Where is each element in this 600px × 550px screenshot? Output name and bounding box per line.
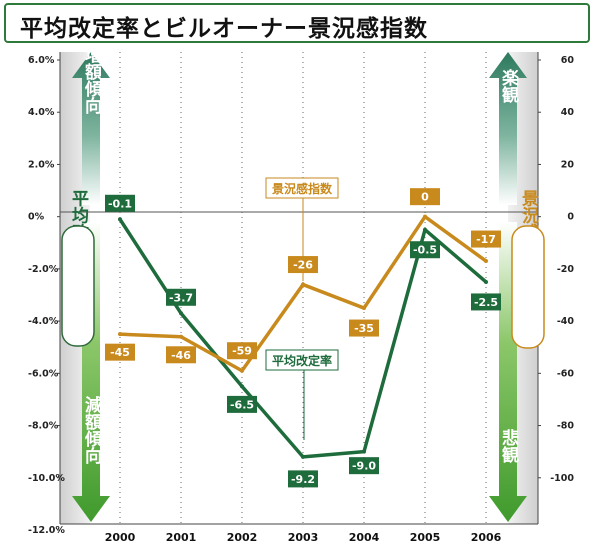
left-tick-label: -12.0%: [28, 525, 65, 536]
data-label: -2.5: [474, 296, 498, 309]
data-label-box: [288, 470, 318, 488]
data-label-box: [410, 188, 440, 206]
right-tick-label: -20: [557, 264, 575, 275]
data-labels: -0.1 -3.7 -6.5 -9.2 -9.0 -0.5 -2.5 -45 -46 -59 -26…: [105, 188, 501, 488]
data-label-box: [349, 457, 379, 475]
x-tick-label: 2003: [288, 531, 319, 544]
data-point: [118, 332, 122, 337]
left-tick-label: -4.0%: [28, 316, 59, 327]
data-point: [240, 368, 244, 373]
data-point: [362, 306, 366, 311]
data-point: [362, 449, 366, 454]
data-point: [240, 384, 244, 389]
series-lines: [118, 214, 488, 459]
left-axis-ticks: 6.0% 4.0% 2.0% 0% -2.0% -4.0% -6.0% -8.0% -10.0%…: [28, 55, 65, 536]
data-label-box: [166, 288, 196, 306]
right-tick-label: 60: [561, 55, 575, 66]
right-tick-label: -60: [557, 368, 575, 379]
left-tick-label: 6.0%: [28, 55, 55, 66]
left-tick-label: -8.0%: [28, 421, 59, 432]
green-series-callout-label: 平均改定率: [272, 353, 332, 368]
green-series-callout-box: [265, 349, 339, 371]
data-label-box: [471, 230, 501, 248]
data-point: [484, 259, 488, 264]
data-point: [423, 227, 427, 232]
right-tick-label: 40: [561, 107, 575, 118]
data-label-box: [105, 343, 135, 361]
x-tick-label: 2006: [471, 531, 502, 544]
left-down-arrow: [72, 222, 110, 522]
x-tick-label: 2005: [410, 531, 441, 544]
data-point: [118, 217, 122, 222]
data-label: -26: [293, 259, 313, 272]
data-point: [484, 279, 488, 284]
data-label: -35: [354, 322, 374, 335]
x-tick-label: 2001: [166, 531, 197, 544]
x-tick-label: 2000: [105, 531, 136, 544]
data-label-box: [166, 346, 196, 364]
x-axis-ticks: 2000 2001 2002 2003 2004 2005 2006: [105, 531, 502, 544]
data-label: -3.7: [169, 291, 193, 304]
right-tick-label: -100: [550, 473, 574, 484]
data-label: -6.5: [230, 398, 254, 411]
left-series-label-box: [61, 225, 95, 347]
data-point: [179, 311, 183, 316]
left-tick-label: -2.0%: [28, 264, 59, 275]
data-label: -45: [110, 346, 130, 359]
right-up-label: 楽観: [498, 68, 519, 104]
right-tick-label: -40: [557, 316, 575, 327]
data-point: [301, 282, 305, 287]
data-label: -0.5: [413, 244, 437, 257]
data-label-box: [105, 194, 135, 212]
data-point: [179, 334, 183, 339]
data-label: -46: [171, 349, 191, 362]
data-label-box: [227, 342, 257, 360]
orange-series-callout-box: [265, 177, 339, 199]
left-tick-label: 2.0%: [28, 159, 55, 170]
left-tick-label: 0%: [28, 212, 45, 223]
x-tick-label: 2004: [349, 531, 380, 544]
right-up-arrow: [489, 52, 527, 205]
x-tick-label: 2002: [227, 531, 258, 544]
title-box: 平均改定率とビルオーナー景況感指数: [4, 3, 590, 43]
left-up-label: 増額傾向: [81, 45, 103, 115]
right-series-label-box: [511, 225, 545, 349]
left-tick-label: 4.0%: [28, 107, 55, 118]
chart-title: 平均改定率とビルオーナー景況感指数: [20, 16, 428, 42]
orange-series-callout-label: 景況感指数: [272, 181, 333, 196]
right-down-label-text: 悲観: [498, 428, 519, 464]
data-label: -17: [476, 233, 496, 246]
left-down-label: 減額傾向: [81, 395, 103, 465]
data-label: 0: [421, 191, 429, 204]
data-label: -9.0: [352, 460, 376, 473]
left-down-label-text: 減額傾向: [81, 395, 103, 465]
left-up-arrow: [72, 52, 110, 205]
right-tick-label: 0: [567, 212, 574, 223]
left-tick-label: -6.0%: [28, 368, 59, 379]
data-point: [301, 454, 305, 459]
data-label: -9.2: [291, 473, 315, 486]
right-down-label: 悲観: [498, 428, 519, 464]
data-point: [423, 214, 427, 219]
data-label: -59: [232, 345, 252, 358]
data-label-box: [227, 395, 257, 413]
data-label-box: [349, 319, 379, 337]
left-tick-label: -10.0%: [28, 473, 65, 484]
data-label-box: [288, 256, 318, 274]
data-label: -0.1: [108, 197, 132, 210]
right-tick-label: -80: [557, 421, 575, 432]
data-label-box: [410, 241, 440, 259]
right-down-arrow: [489, 222, 527, 522]
left-up-label-text: 増額傾向: [81, 45, 103, 115]
data-label-box: [471, 293, 501, 311]
right-up-label-text: 楽観: [498, 68, 519, 104]
gridlines: [119, 52, 487, 524]
right-tick-label: 20: [561, 159, 575, 170]
